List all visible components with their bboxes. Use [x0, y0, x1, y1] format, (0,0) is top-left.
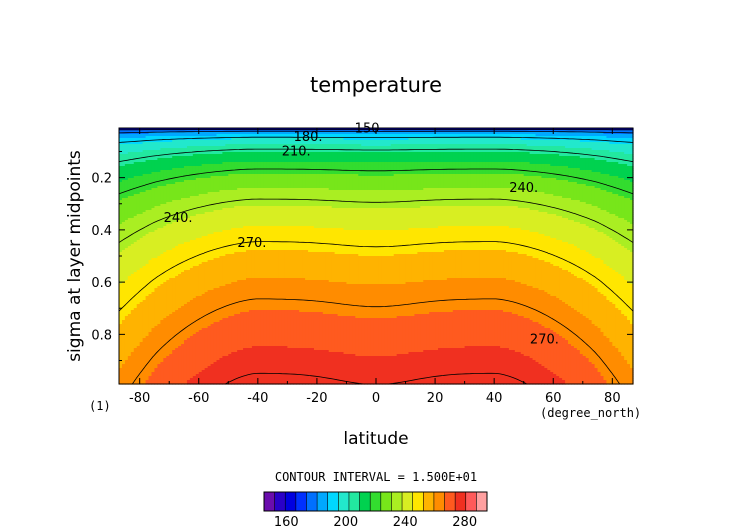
colorbar-swatch-20 — [476, 492, 488, 511]
x-axis-ticks: -80 -60 -40 -20 0 20 40 60 80 — [129, 128, 621, 406]
colorbar-tick-label-0: 160 — [274, 515, 299, 530]
x-tick-label-1: -60 — [188, 391, 209, 406]
colorbar-swatch-19 — [465, 492, 477, 511]
contour-label-5: 270. — [237, 236, 266, 251]
contour-labels: 150 180.210. 240. 240. 270. 270. — [164, 122, 559, 348]
colorbar-swatch-8 — [348, 492, 360, 511]
chart-title: temperature — [310, 73, 442, 97]
colorbar-swatch-16 — [433, 492, 445, 511]
colorbar-frame — [263, 491, 488, 512]
contour-lines — [118, 127, 634, 385]
corner-label: (1) — [89, 399, 111, 413]
contour-line-255 — [118, 241, 634, 312]
colorbar — [263, 491, 488, 512]
colorbar-swatch-9 — [359, 492, 371, 511]
contour-label-2: 210. — [282, 145, 311, 160]
colorbar-swatch-1 — [274, 492, 286, 511]
temperature-field — [119, 128, 634, 385]
contour-label-6: 270. — [530, 333, 559, 348]
x-tick-label-3: -20 — [306, 391, 327, 406]
colorbar-swatch-0 — [264, 492, 275, 511]
x-tick-label-5: 20 — [427, 391, 444, 406]
contour-label-4: 240. — [164, 211, 193, 226]
y-axis-label: sigma at layer midpoints — [65, 150, 85, 362]
colorbar-swatch-12 — [391, 492, 403, 511]
x-tick-label-4: 0 — [372, 391, 380, 406]
x-tick-label-6: 40 — [486, 391, 503, 406]
y-tick-label-0: 0.2 — [91, 172, 112, 187]
colorbar-swatch-4 — [306, 492, 318, 511]
colorbar-tick-label-1: 200 — [333, 515, 358, 530]
contour-interval-text: CONTOUR INTERVAL = 1.500E+01 — [275, 470, 477, 484]
colorbar-swatch-3 — [295, 492, 307, 511]
colorbar-swatch-5 — [317, 492, 329, 511]
colorbar-swatch-18 — [455, 492, 467, 511]
x-axis-label: latitude — [343, 429, 408, 449]
x-tick-label-2: -40 — [247, 391, 268, 406]
contour-line-225 — [118, 168, 634, 195]
colorbar-swatch-2 — [285, 492, 297, 511]
contour-label-1: 180. — [294, 130, 323, 145]
colorbar-swatch-11 — [380, 492, 392, 511]
contour-label-3: 240. — [509, 181, 538, 196]
colorbar-swatch-7 — [338, 492, 350, 511]
colorbar-tick-label-3: 280 — [452, 515, 477, 530]
colorbar-ticks: 160 200 240 280 — [274, 515, 477, 530]
contour-line-180 — [118, 130, 634, 134]
y-tick-label-2: 0.6 — [91, 276, 112, 291]
contour-line-240 — [118, 198, 634, 243]
contour-line-270 — [131, 298, 621, 385]
contour-label-0: 150 — [355, 122, 380, 137]
colorbar-tick-label-2: 240 — [393, 515, 418, 530]
x-units-label: (degree_north) — [540, 406, 641, 420]
colorbar-swatch-6 — [327, 492, 339, 511]
y-axis-ticks: 0.2 0.4 0.6 0.8 — [91, 151, 633, 361]
y-tick-label-3: 0.8 — [91, 328, 112, 343]
colorbar-swatch-15 — [423, 492, 435, 511]
colorbar-swatch-14 — [412, 492, 424, 511]
x-tick-label-0: -80 — [129, 391, 150, 406]
contour-line-210 — [118, 148, 634, 163]
y-tick-label-1: 0.4 — [91, 224, 112, 239]
colorbar-swatch-13 — [402, 492, 413, 511]
colorbar-swatch-17 — [444, 492, 456, 511]
x-tick-label-8: 80 — [604, 391, 621, 406]
colorbar-swatch-10 — [370, 492, 382, 511]
x-tick-label-7: 60 — [545, 391, 562, 406]
contour-line-195 — [118, 136, 634, 143]
